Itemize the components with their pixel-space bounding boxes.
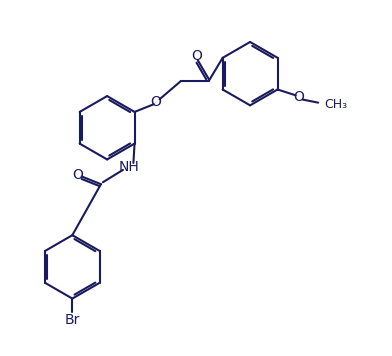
Text: O: O xyxy=(72,168,83,182)
Text: O: O xyxy=(293,90,304,104)
Text: O: O xyxy=(192,49,203,63)
Text: NH: NH xyxy=(118,160,139,174)
Text: Br: Br xyxy=(65,313,80,327)
Text: O: O xyxy=(151,95,161,109)
Text: CH₃: CH₃ xyxy=(324,99,347,111)
